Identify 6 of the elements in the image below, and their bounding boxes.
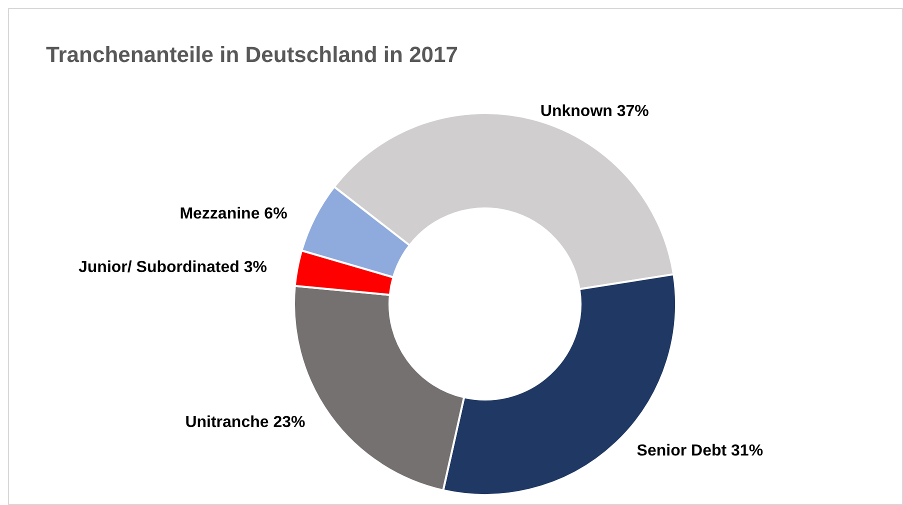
- slice-label: Senior Debt 31%: [636, 442, 764, 460]
- slice-label: Unknown 37%: [540, 102, 649, 120]
- slice-label: Mezzanine 6%: [180, 206, 288, 223]
- slice-label: Junior/ Subordinated 3%: [78, 258, 267, 276]
- chart-title: Tranchenanteile in Deutschland in 2017: [46, 42, 458, 67]
- slice-label: Unitranche 23%: [185, 414, 306, 431]
